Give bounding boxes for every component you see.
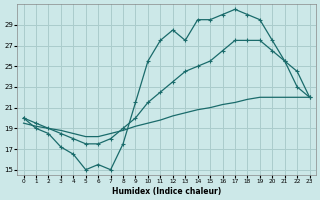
X-axis label: Humidex (Indice chaleur): Humidex (Indice chaleur) [112, 187, 221, 196]
